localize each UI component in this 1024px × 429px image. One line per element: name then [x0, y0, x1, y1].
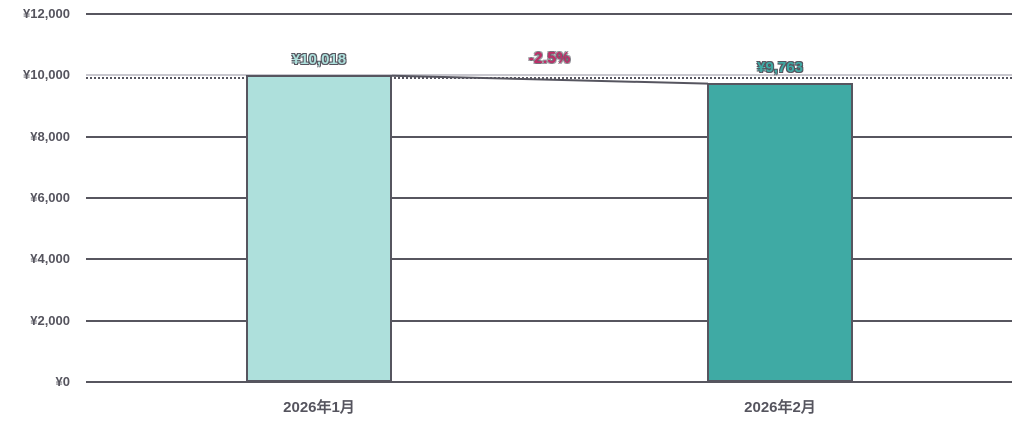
gridline-8000	[86, 135, 1012, 138]
bar-2026年2月	[707, 83, 853, 382]
bar-value-label-jan: ¥10,018	[291, 50, 347, 68]
y-tick-label-8000: ¥8,000	[30, 128, 70, 144]
y-tick-label-10000: ¥10,000	[23, 67, 70, 83]
gridline-12000	[86, 13, 1012, 15]
gridline-10000	[86, 74, 1012, 77]
x-axis-label-jan: 2026年1月	[283, 399, 355, 416]
y-tick-label-6000: ¥6,000	[30, 190, 70, 205]
gridline-2000	[86, 319, 1012, 322]
gridline-0	[86, 381, 1012, 383]
gridline-6000	[86, 197, 1012, 199]
gridline-4000	[86, 258, 1012, 261]
y-tick-label-4000: ¥4,000	[30, 251, 70, 267]
y-tick-label-12000: ¥12,000	[23, 6, 70, 21]
x-axis-label-feb: 2026年2月	[744, 399, 816, 416]
change-percentage-label: -2.5%	[528, 49, 571, 67]
reference-dotted-line	[86, 77, 1012, 80]
bar-2026年1月	[246, 75, 392, 382]
y-tick-label-0: ¥0	[55, 374, 70, 389]
bar-value-label-feb: ¥9,763	[757, 58, 803, 76]
y-tick-label-2000: ¥2,000	[30, 312, 70, 328]
